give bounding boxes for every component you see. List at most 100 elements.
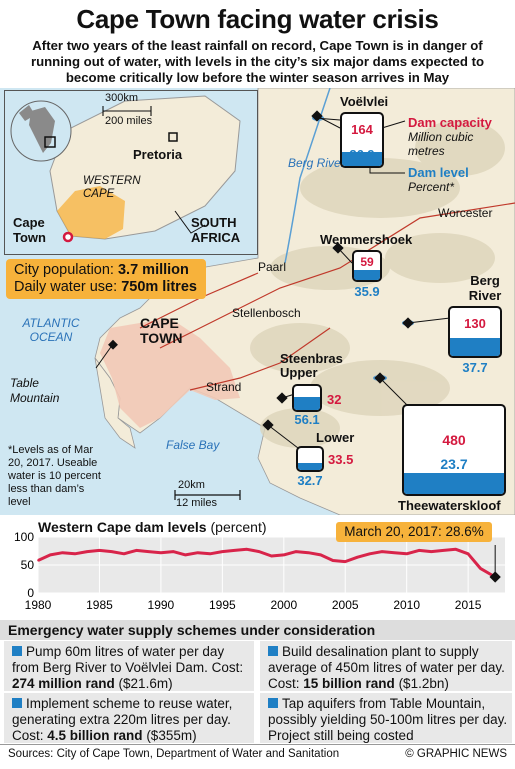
scheme-1-text: Pump 60m litres of water per day from Be… <box>12 644 225 675</box>
scheme-2-cost-usd: ($1.2bn) <box>398 676 449 691</box>
chart-data-point <box>246 548 248 551</box>
dam-level-theewaterskloof: 23.7 <box>440 456 468 472</box>
chart-data-point <box>455 548 457 551</box>
dam-capacity-voelvlei: 164 <box>351 122 373 137</box>
label-atlantic-ocean: ATLANTIC OCEAN <box>22 316 80 344</box>
scheme-card-1: Pump 60m litres of water per day from Be… <box>4 641 254 691</box>
dam-tank-steenbras-upper <box>292 384 322 412</box>
bullet-square-icon <box>12 646 22 656</box>
scheme-3-cost-value: 4.5 billion rand <box>47 728 143 743</box>
chart-xtick-label: 2000 <box>270 598 297 612</box>
scheme-card-2: Build desalination plant to supply avera… <box>260 641 512 691</box>
page-title: Cape Town facing water crisis <box>76 4 439 34</box>
credit-text: © GRAPHIC NEWS <box>405 748 507 760</box>
label-scale-miles: 12 miles <box>176 497 217 509</box>
chart-data-point <box>123 553 125 555</box>
chart-xtick-label: 2005 <box>332 598 359 612</box>
legend-capacity-unit: Million cubic metres <box>408 130 474 158</box>
dam-tank-berg-river: 130 <box>448 306 502 358</box>
dam-level-berg-river: 37.7 <box>462 360 488 375</box>
label-worcester: Worcester <box>438 206 493 220</box>
chart-data-point <box>381 550 383 553</box>
chart-ytick-label: 50 <box>21 558 35 572</box>
dam-fill-steenbras-lower <box>298 462 322 470</box>
inset-pretoria: Pretoria <box>133 147 183 162</box>
dam-fill-steenbras-upper <box>294 396 320 410</box>
bullet-square-icon <box>268 646 278 656</box>
chart-ylabel: (percent) <box>210 519 267 535</box>
dam-tank-voelvlei: 164 26.9 <box>340 112 384 168</box>
dam-levels-chart: 100 50 0 1980 1985 1990 1995 2000 2005 2010 2015 <box>0 515 515 620</box>
inset-map: 300km 200 miles Pretoria WESTERN CAPE Ca… <box>4 90 258 255</box>
chart-data-point <box>49 554 52 556</box>
scheme-4-text: Tap aquifers from Table Mountain, possib… <box>268 696 508 743</box>
chart-data-point <box>307 551 310 554</box>
chart-data-point <box>172 550 174 553</box>
dam-name-wemmershoek: Wemmershoek <box>320 232 413 247</box>
footer <box>0 744 515 769</box>
dam-capacity-theewaterskloof: 480 <box>442 432 466 448</box>
chart-data-point <box>295 550 297 553</box>
dam-name-berg-river: Berg River <box>468 273 502 303</box>
label-scale-km: 20km <box>178 479 205 491</box>
dam-capacity-berg-river: 130 <box>464 316 486 331</box>
legend-dam-capacity: Dam capacity <box>408 115 492 130</box>
label-table-mountain: Table Mountain <box>10 376 60 405</box>
inset-scale-km: 300km <box>105 92 139 104</box>
scheme-2-text: Build desalination plant to supply avera… <box>268 644 505 675</box>
scheme-card-3: Implement scheme to reuse water, generat… <box>4 693 254 743</box>
scheme-3-cost-usd: ($355m) <box>146 728 197 743</box>
dam-tank-steenbras-lower <box>296 446 324 472</box>
city-stats-box: City population: 3.7 million Daily water… <box>6 259 206 299</box>
chart-data-point <box>74 553 76 555</box>
chart-data-point <box>430 550 433 553</box>
scheme-3-text: Implement scheme to reuse water, generat… <box>12 696 233 727</box>
chart-xtick-label: 1995 <box>209 598 236 612</box>
chart-series-line <box>37 547 496 579</box>
scheme-2-cost-value: 15 billion rand <box>303 676 395 691</box>
dam-fill-wemmershoek <box>354 269 380 280</box>
chart-data-point <box>37 559 39 562</box>
chart-data-point <box>61 551 64 554</box>
chart-xtick-label: 1980 <box>25 598 52 612</box>
scheme-2-cost-label: Cost: <box>268 676 300 691</box>
inset-south-africa: SOUTH AFRICA <box>191 215 241 245</box>
legend-level-unit: Percent* <box>408 180 455 194</box>
chart-data-point <box>209 553 211 555</box>
dam-level-voelvlei: 26.9 <box>349 147 375 162</box>
chart-data-point <box>135 549 138 552</box>
bullet-square-icon <box>268 698 278 708</box>
chart-data-point <box>86 550 88 553</box>
dam-capacity-steenbras-lower: 33.5 <box>328 452 354 467</box>
chart-title: Western Cape dam levels (percent) <box>38 519 267 535</box>
dam-level-steenbras-upper: 56.1 <box>294 412 320 427</box>
dam-capacity-steenbras-upper: 32 <box>327 392 342 407</box>
chart-annotation: March 20, 2017: 28.6% <box>336 522 492 542</box>
chart-xtick-label: 1990 <box>148 598 175 612</box>
page-subtitle: After two years of the least rainfall on… <box>30 38 485 85</box>
schemes-header: Emergency water supply schemes under con… <box>0 620 515 640</box>
chart-data-point <box>467 553 469 555</box>
inset-cape-town: Cape Town <box>13 215 46 245</box>
label-strand: Strand <box>206 380 242 394</box>
label-false-bay: False Bay <box>166 438 220 452</box>
chart-data-point <box>196 551 199 554</box>
population-label: City population: <box>14 262 114 278</box>
levels-note: *Levels as of Mar 20, 2017. Useable wate… <box>8 444 101 508</box>
dam-fill-voelvlei <box>342 152 382 166</box>
chart-title-text: Western Cape dam levels <box>38 519 207 535</box>
dam-name-steenbras-lower: Lower <box>316 430 355 445</box>
chart-data-point <box>405 553 408 555</box>
chart-data-point <box>344 560 347 563</box>
chart-xtick-label: 2015 <box>455 598 482 612</box>
chart-data-point <box>393 551 396 554</box>
chart-data-point <box>110 550 113 553</box>
chart-data-point <box>479 567 482 570</box>
chart-data-point <box>98 549 101 552</box>
chart-annotation-text: March 20, 2017: 28.6% <box>344 524 484 539</box>
dam-fill-theewaterskloof <box>404 473 504 494</box>
scheme-1-cost-label: Cost: <box>211 660 244 675</box>
dam-name-voelvlei: Voëlvlei <box>340 94 389 109</box>
chart-data-point <box>258 550 261 553</box>
